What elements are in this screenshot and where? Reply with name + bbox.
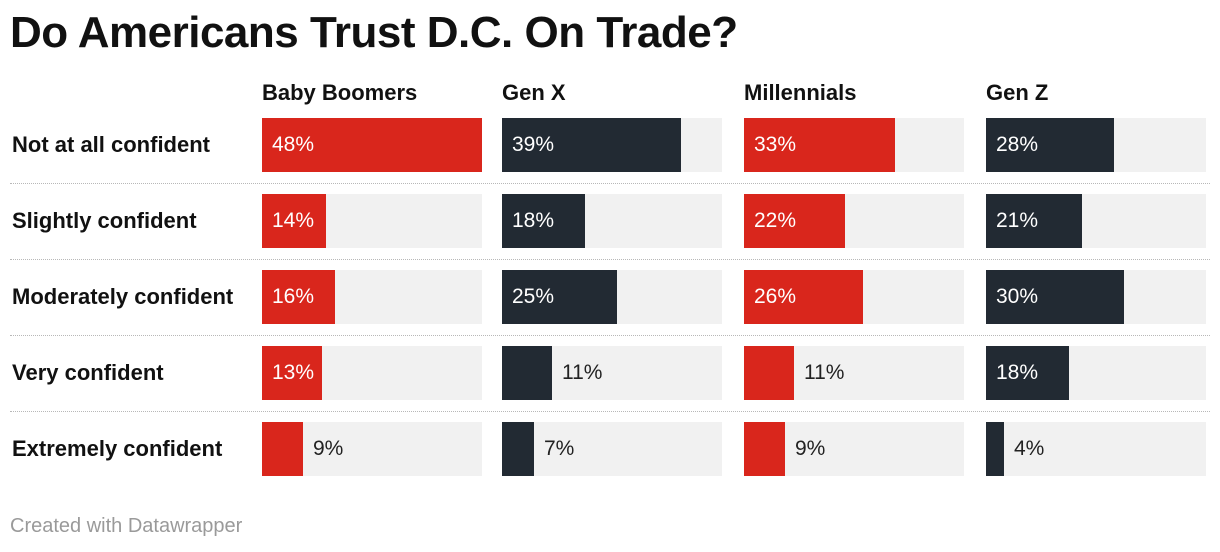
bar-millennials-moderately-confident bbox=[744, 270, 863, 324]
bar-gen-x-moderately-confident bbox=[502, 270, 617, 324]
data-label: 11% bbox=[562, 361, 603, 384]
data-label: 11% bbox=[804, 361, 845, 384]
bar-baby-boomers-extremely-confident bbox=[262, 422, 303, 476]
bar-track: 7% bbox=[502, 422, 722, 476]
bar-track: 39% bbox=[502, 118, 722, 172]
data-label: 28% bbox=[996, 133, 1039, 156]
row-label-very-confident: Very confident bbox=[12, 360, 164, 385]
bar-track: 13% bbox=[262, 346, 482, 400]
bar-track: 21% bbox=[986, 194, 1206, 248]
bar-gen-x-extremely-confident bbox=[502, 422, 534, 476]
chart-title: Do Americans Trust D.C. On Trade? bbox=[10, 8, 738, 57]
data-label: 21% bbox=[996, 209, 1039, 232]
footer-credit: Created with Datawrapper bbox=[10, 515, 243, 537]
bar-track: 48% bbox=[262, 118, 482, 172]
data-label: 13% bbox=[272, 361, 315, 384]
bar-gen-z-moderately-confident bbox=[986, 270, 1124, 324]
column-header-millennials: Millennials bbox=[744, 80, 857, 105]
bar-track: 26% bbox=[744, 270, 964, 324]
bar-track: 14% bbox=[262, 194, 482, 248]
data-label: 25% bbox=[512, 285, 555, 308]
bar-millennials-extremely-confident bbox=[744, 422, 785, 476]
row-label-moderately-confident: Moderately confident bbox=[12, 284, 234, 309]
bar-baby-boomers-not-at-all-confident bbox=[262, 118, 482, 172]
bar-track: 25% bbox=[502, 270, 722, 324]
bar-baby-boomers-slightly-confident bbox=[262, 194, 326, 248]
bar-millennials-slightly-confident bbox=[744, 194, 845, 248]
data-label: 22% bbox=[754, 209, 797, 232]
bar-track: 18% bbox=[502, 194, 722, 248]
bar-track: 22% bbox=[744, 194, 964, 248]
data-label: 39% bbox=[512, 133, 555, 156]
data-label: 33% bbox=[754, 133, 797, 156]
bar-gen-z-very-confident bbox=[986, 346, 1069, 400]
row-divider bbox=[10, 335, 1210, 336]
data-label: 14% bbox=[272, 209, 315, 232]
bar-gen-x-slightly-confident bbox=[502, 194, 585, 248]
row-label-not-at-all-confident: Not at all confident bbox=[12, 132, 210, 157]
bar-track: 4% bbox=[986, 422, 1206, 476]
bar-baby-boomers-moderately-confident bbox=[262, 270, 335, 324]
data-label: 18% bbox=[996, 361, 1039, 384]
data-label: 4% bbox=[1014, 437, 1045, 460]
bar-track: 11% bbox=[502, 346, 722, 400]
data-label: 48% bbox=[272, 133, 315, 156]
column-header-gen-x: Gen X bbox=[502, 80, 566, 105]
bar-track: 16% bbox=[262, 270, 482, 324]
bar-gen-z-slightly-confident bbox=[986, 194, 1082, 248]
row-divider bbox=[10, 259, 1210, 260]
bar-track: 30% bbox=[986, 270, 1206, 324]
bar-track: 9% bbox=[744, 422, 964, 476]
bar-millennials-not-at-all-confident bbox=[744, 118, 895, 172]
bar-track: 28% bbox=[986, 118, 1206, 172]
data-label: 30% bbox=[996, 285, 1039, 308]
bar-track: 18% bbox=[986, 346, 1206, 400]
row-divider bbox=[10, 183, 1210, 184]
data-label: 9% bbox=[795, 437, 826, 460]
bar-gen-x-very-confident bbox=[502, 346, 552, 400]
bar-track: 33% bbox=[744, 118, 964, 172]
data-label: 16% bbox=[272, 285, 315, 308]
column-header-gen-z: Gen Z bbox=[986, 80, 1049, 105]
row-label-slightly-confident: Slightly confident bbox=[12, 208, 197, 233]
data-label: 18% bbox=[512, 209, 555, 232]
data-label: 9% bbox=[313, 437, 344, 460]
bar-gen-z-not-at-all-confident bbox=[986, 118, 1114, 172]
bar-gen-z-extremely-confident bbox=[986, 422, 1004, 476]
bar-millennials-very-confident bbox=[744, 346, 794, 400]
bar-gen-x-not-at-all-confident bbox=[502, 118, 681, 172]
column-header-baby-boomers: Baby Boomers bbox=[262, 80, 418, 105]
bar-track: 9% bbox=[262, 422, 482, 476]
row-label-extremely-confident: Extremely confident bbox=[12, 436, 223, 461]
data-label: 26% bbox=[754, 285, 797, 308]
data-label: 7% bbox=[544, 437, 575, 460]
bar-track: 11% bbox=[744, 346, 964, 400]
row-divider bbox=[10, 411, 1210, 412]
bar-baby-boomers-very-confident bbox=[262, 346, 322, 400]
